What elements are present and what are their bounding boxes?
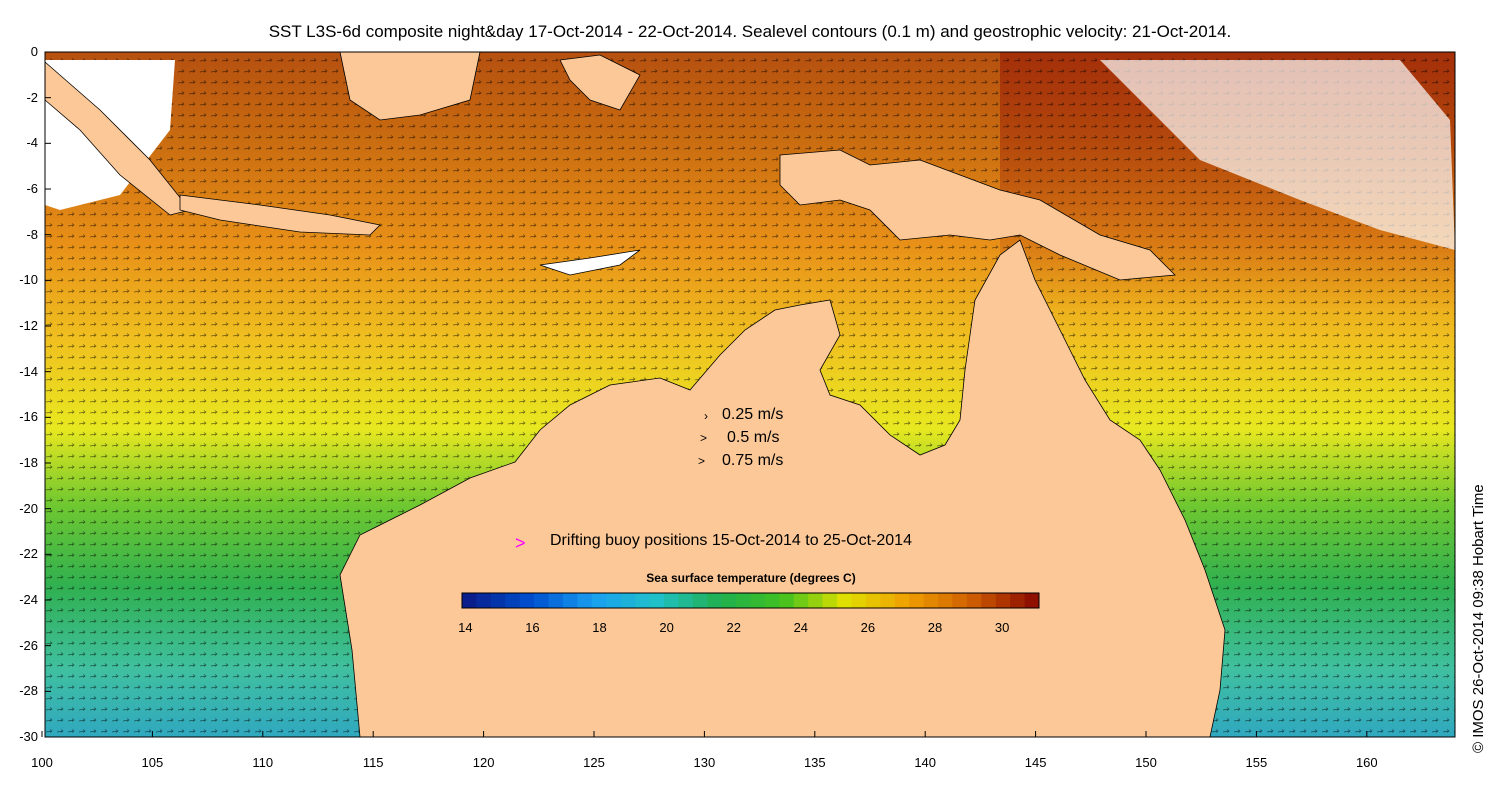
colorbar-swatch [663,593,679,608]
colorbar-frame [461,592,1040,609]
x-tick-label: 140 [914,755,937,770]
velocity-legend-label: 0.75 m/s [722,452,784,469]
colorbar-swatch [995,593,1011,608]
new-guinea [779,149,1176,281]
velocity-legend-label: 0.25 m/s [722,406,784,423]
colorbar-swatch [966,593,982,608]
colorbar-swatch [519,593,535,608]
colorbar-tick-label: 22 [726,620,741,635]
x-tick-label: 145 [1024,755,1047,770]
sulawesi [559,54,641,111]
colorbar-swatch [649,593,665,608]
colorbar-swatch [764,593,780,608]
colorbar-swatch [750,593,766,608]
y-tick-label: -12 [19,318,38,333]
australia-landmass [339,239,1226,738]
x-tick-label: 120 [472,755,495,770]
x-tick-label: 135 [803,755,826,770]
imos-credit: © IMOS 26-Oct-2014 09:38 Hobart Time [1470,484,1487,753]
y-tick-label: -6 [26,181,38,196]
colorbar-swatch [837,593,852,608]
colorbar-swatch [779,593,795,608]
colorbar-swatch [534,593,550,608]
colorbar-swatch [462,593,477,608]
colorbar-swatch [894,593,910,608]
y-tick-label: -18 [19,455,38,470]
y-tick-label: -26 [19,637,38,653]
colorbar-swatch [591,593,607,608]
colorbar-swatch [923,593,939,608]
colorbar-swatch [880,593,896,608]
colorbar-swatch [865,593,881,608]
colorbar-swatch [808,593,824,608]
colorbar-swatch [620,593,636,608]
y-tick-label: -10 [19,272,38,288]
colorbar-tick-label: 24 [793,620,809,635]
colorbar-tick-label: 26 [860,620,876,635]
colorbar-swatch [505,593,521,608]
velocity-arrow-large-icon: > [698,454,706,468]
colorbar-swatch [562,593,578,608]
colorbar-swatch [678,593,694,608]
colorbar-swatch [476,593,492,608]
x-tick-label: 115 [362,755,384,770]
colorbar-swatch [490,593,506,608]
colorbar-swatch [707,593,723,608]
colorbar-title: Sea surface temperature (degrees C) [646,571,856,585]
y-tick-label: -22 [19,546,38,562]
x-tick-label: 110 [252,755,274,770]
y-tick-label: 0 [30,44,38,59]
x-tick-label: 100 [31,755,53,770]
colorbar-tick-label: 18 [592,620,607,635]
colorbar-tick-label: 30 [994,620,1010,635]
colorbar-swatch [822,593,838,608]
colorbar-swatch [981,593,997,608]
cloud-gap-northeast [1100,60,1455,250]
java [179,194,381,236]
colorbar-swatch [909,593,925,608]
colorbar-swatch [721,593,737,608]
y-tick-label: -24 [19,592,38,607]
y-tick-label: -20 [19,500,38,516]
x-tick-label: 160 [1355,755,1378,770]
timor [539,249,641,276]
colorbar-tick-label: 20 [659,620,674,635]
velocity-legend-label: 0.5 m/s [727,429,780,446]
colorbar-swatch [606,593,622,608]
y-tick-label: -14 [19,363,38,379]
colorbar-swatch [1024,593,1040,608]
colorbar-swatch [938,593,953,608]
velocity-arrow-small-icon: › [704,409,708,423]
colorbar-swatch [851,593,867,608]
x-tick-label: 155 [1245,755,1268,770]
y-tick-label: -28 [19,683,38,699]
y-tick-label: -2 [26,89,38,105]
colorbar-swatch [577,593,593,608]
map-title: SST L3S-6d composite night&day 17-Oct-20… [268,22,1232,41]
colorbar-swatch [1010,593,1026,608]
sumatra [44,61,191,216]
colorbar-swatch [793,593,809,608]
colorbar-swatch [952,593,968,608]
y-tick-label: -4 [26,135,38,151]
x-tick-label: 125 [583,755,605,770]
y-tick-label: -8 [26,226,38,242]
colorbar-swatch [736,593,751,608]
x-tick-label: 130 [693,755,716,770]
velocity-arrow-medium-icon: > [700,431,708,445]
colorbar-tick-label: 28 [927,620,943,635]
x-tick-label: 105 [141,755,164,770]
colorbar-swatch [635,593,651,608]
y-tick-label: -16 [19,409,38,425]
map-frame [44,51,1456,738]
y-tick-label: -30 [19,729,38,744]
buoy-marker-icon: > [515,533,526,553]
x-tick-label: 150 [1135,755,1157,770]
buoy-legend-label: Drifting buoy positions 15-Oct-2014 to 2… [550,532,912,549]
colorbar-tick-label: 16 [525,620,540,635]
colorbar-tick-label: 14 [458,620,473,635]
colorbar-swatch [548,593,564,608]
colorbar-swatch [692,593,708,608]
